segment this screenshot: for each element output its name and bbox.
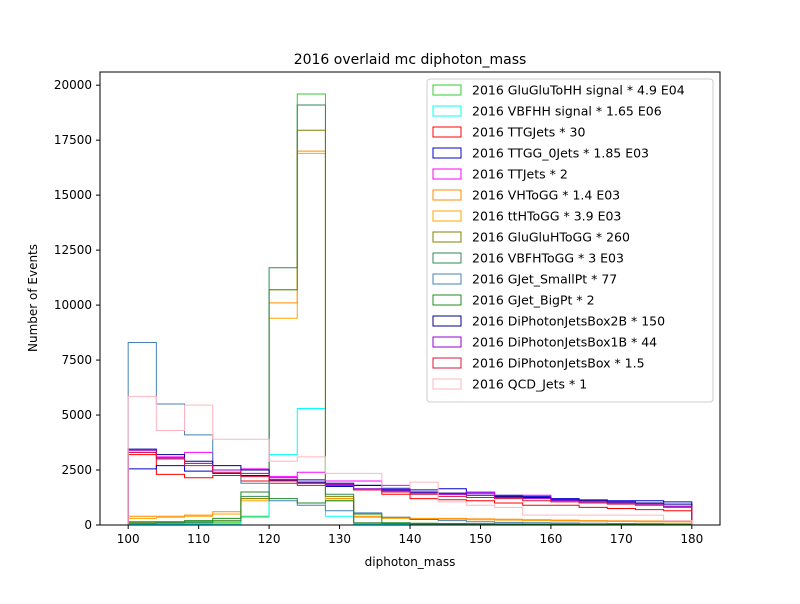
legend-label-12: 2016 DiPhotonJetsBox1B * 44 bbox=[472, 335, 657, 350]
legend-swatch-8 bbox=[432, 252, 462, 264]
legend-swatch-4 bbox=[432, 168, 462, 180]
x-tick-label-0: 100 bbox=[117, 532, 140, 546]
series-line-13 bbox=[127, 451, 693, 525]
legend-label-9: 2016 GJet_SmallPt * 77 bbox=[472, 272, 617, 287]
legend-swatch-3 bbox=[432, 147, 462, 159]
y-tick-label-3: 7500 bbox=[61, 353, 92, 367]
series-line-14 bbox=[127, 395, 693, 525]
legend-label-0: 2016 GluGluToHH signal * 4.9 E04 bbox=[472, 83, 685, 98]
legend-label-6: 2016 ttHToGG * 3.9 E03 bbox=[472, 209, 621, 224]
legend-label-10: 2016 GJet_BigPt * 2 bbox=[472, 293, 595, 308]
legend-box bbox=[426, 78, 714, 403]
y-axis: 0 2500 5000 7500 10000 12500 15000 17500 20000 bbox=[54, 78, 100, 532]
y-tick-label-2: 5000 bbox=[61, 408, 92, 422]
plot-series bbox=[127, 93, 693, 526]
legend-swatch-0 bbox=[432, 84, 462, 96]
x-axis: 100 110 120 130 140 150 160 170 180 bbox=[117, 525, 703, 546]
x-tick-label-8: 180 bbox=[680, 532, 703, 546]
legend-swatch-5 bbox=[432, 189, 462, 201]
legend-label-7: 2016 GluGluHToGG * 260 bbox=[472, 230, 630, 245]
legend-label-5: 2016 VHToGG * 1.4 E03 bbox=[472, 188, 620, 203]
series-line-2 bbox=[127, 454, 693, 525]
x-tick-label-6: 160 bbox=[539, 532, 562, 546]
legend-label-4: 2016 TTJets * 2 bbox=[472, 167, 568, 182]
y-tick-label-8: 20000 bbox=[54, 78, 92, 92]
x-tick-label-5: 150 bbox=[469, 532, 492, 546]
legend-label-13: 2016 DiPhotonJetsBox * 1.5 bbox=[472, 356, 645, 371]
legend-swatch-6 bbox=[432, 210, 462, 222]
legend-swatch-9 bbox=[432, 273, 462, 285]
x-tick-label-2: 120 bbox=[258, 532, 281, 546]
legend-label-3: 2016 TTGG_0Jets * 1.85 E03 bbox=[472, 146, 649, 161]
x-tick-label-4: 140 bbox=[399, 532, 422, 546]
legend-swatch-7 bbox=[432, 231, 462, 243]
x-axis-label: diphoton_mass bbox=[365, 555, 456, 569]
legend-label-14: 2016 QCD_Jets * 1 bbox=[472, 377, 587, 392]
legend-swatch-12 bbox=[432, 336, 462, 348]
y-tick-label-4: 10000 bbox=[54, 298, 92, 312]
y-tick-label-0: 0 bbox=[84, 518, 92, 532]
series-line-10 bbox=[127, 491, 693, 525]
y-tick-label-5: 12500 bbox=[54, 243, 92, 257]
x-tick-label-1: 110 bbox=[187, 532, 210, 546]
legend-swatch-11 bbox=[432, 315, 462, 327]
x-tick-label-7: 170 bbox=[610, 532, 633, 546]
legend-label-1: 2016 VBFHH signal * 1.65 E06 bbox=[472, 104, 662, 119]
legend-label-11: 2016 DiPhotonJetsBox2B * 150 bbox=[472, 314, 665, 329]
legend-swatch-14 bbox=[432, 378, 462, 390]
y-axis-label: Number of Events bbox=[26, 244, 40, 352]
y-tick-label-1: 2500 bbox=[61, 463, 92, 477]
y-tick-label-6: 15000 bbox=[54, 188, 92, 202]
chart-title: 2016 overlaid mc diphoton_mass bbox=[294, 52, 527, 68]
legend-swatch-10 bbox=[432, 294, 462, 306]
legend-swatch-2 bbox=[432, 126, 462, 138]
legend-swatch-13 bbox=[432, 357, 462, 369]
legend: 2016 GluGluToHH signal * 4.9 E04 2016 VBF… bbox=[426, 78, 714, 403]
legend-label-2: 2016 TTGJets * 30 bbox=[472, 125, 585, 140]
legend-swatch-1 bbox=[432, 105, 462, 117]
legend-label-8: 2016 VBFHToGG * 3 E03 bbox=[472, 251, 624, 266]
x-tick-label-3: 130 bbox=[328, 532, 351, 546]
y-tick-label-7: 17500 bbox=[54, 133, 92, 147]
